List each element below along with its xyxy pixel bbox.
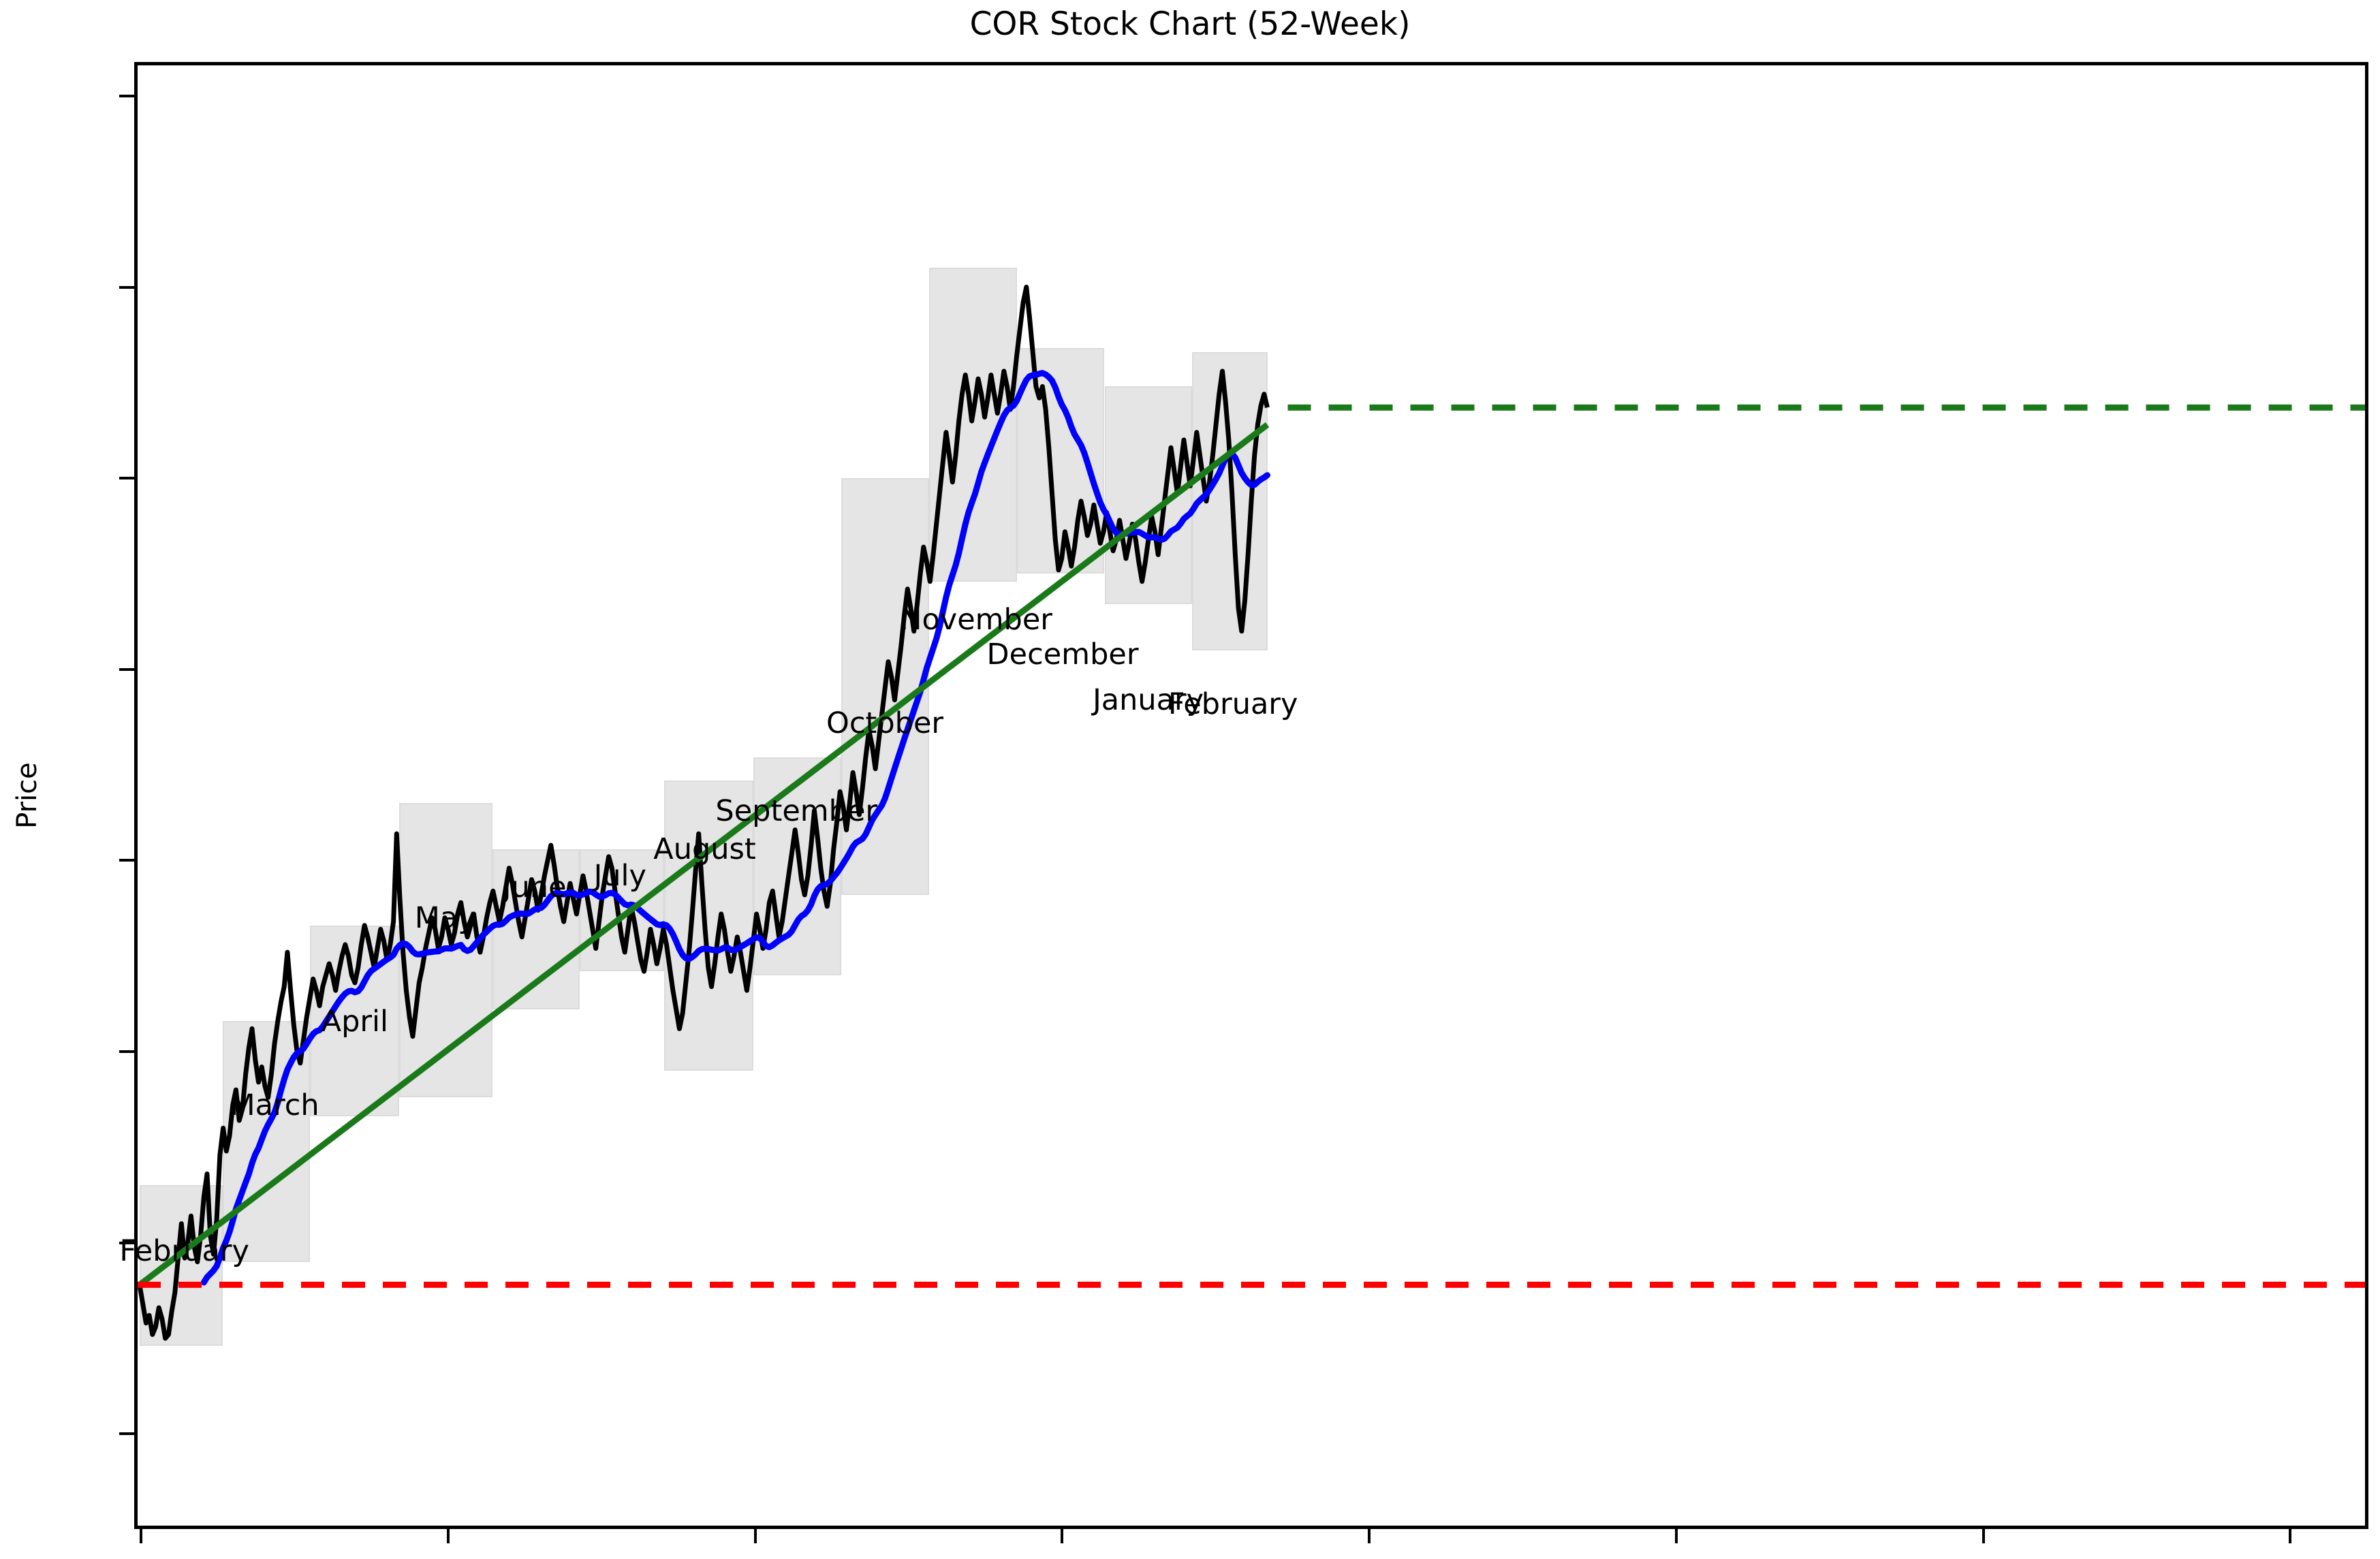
- y-tick-mark: [119, 1050, 134, 1054]
- plot-area: February March April May June July August Septe…: [119, 62, 2368, 1543]
- y-tick-mark: [119, 285, 134, 289]
- y-tick-mark: [119, 1241, 134, 1244]
- y-tick-mark: [119, 477, 134, 480]
- month-label: January: [1093, 683, 1204, 718]
- month-label: June: [502, 870, 567, 905]
- month-band: [753, 757, 841, 975]
- month-label: February: [1168, 687, 1298, 721]
- price-line: [137, 285, 1270, 1341]
- month-label: April: [321, 1004, 388, 1039]
- y-tick-mark: [119, 1432, 134, 1436]
- x-tick-mark: [139, 1526, 142, 1543]
- month-label: July: [593, 859, 646, 894]
- plot-inner: February March April May June July August Septe…: [119, 65, 2365, 1543]
- month-label: December: [986, 637, 1139, 672]
- month-label: November: [900, 603, 1052, 637]
- y-tick-mark: [119, 94, 134, 97]
- month-label: September: [715, 794, 878, 829]
- month-band: [579, 849, 665, 972]
- x-tick-mark: [2289, 1526, 2292, 1543]
- x-tick-mark: [753, 1526, 757, 1543]
- chart-title: COR Stock Chart (52-Week): [969, 5, 1411, 43]
- month-label: May: [414, 901, 475, 936]
- y-tick-mark: [119, 859, 134, 862]
- x-tick-mark: [446, 1526, 450, 1543]
- x-tick-mark: [1368, 1526, 1371, 1543]
- month-band: [222, 1021, 311, 1262]
- moving-average-line: [200, 370, 1270, 1286]
- series-layer: [137, 285, 2365, 1341]
- y-axis-label: Price: [12, 762, 43, 829]
- month-label: March: [230, 1088, 319, 1123]
- month-label: October: [826, 706, 944, 740]
- trend-line: [138, 422, 1270, 1287]
- x-tick-mark: [1982, 1526, 1985, 1543]
- y-tick-mark: [119, 667, 134, 671]
- month-label: August: [653, 832, 756, 867]
- x-tick-mark: [1674, 1526, 1678, 1543]
- month-label: February: [119, 1233, 249, 1268]
- x-tick-mark: [1061, 1526, 1064, 1543]
